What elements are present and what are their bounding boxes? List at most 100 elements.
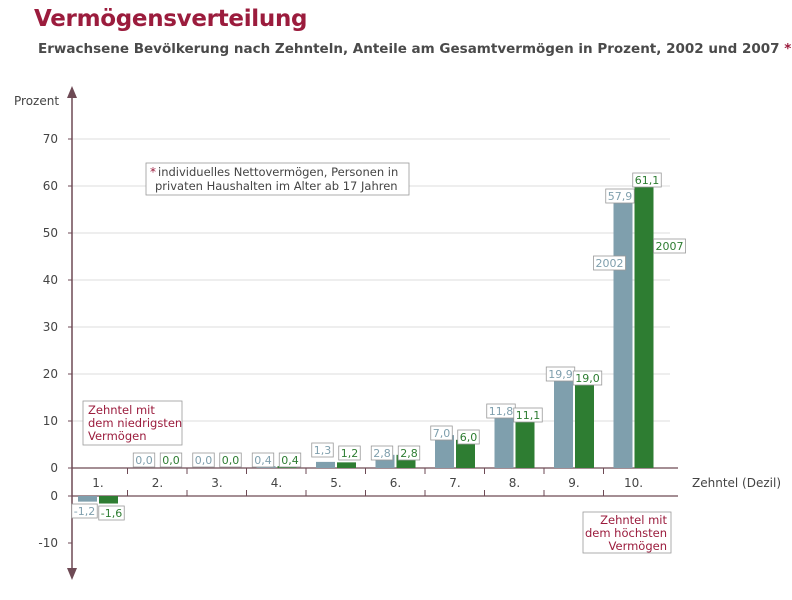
y-axis-arrow-up [67,86,77,98]
value-label-2002-group: 2,8 [370,445,394,461]
footnote-box [145,162,410,196]
x-tick-label: 10. [624,476,643,490]
value-label-2007: 6,0 [460,431,478,444]
value-label-2007: 0,4 [281,454,299,467]
value-label-2007-box [278,452,302,468]
value-label-2002: 0,0 [135,454,153,467]
value-label-2002: 0,4 [254,454,272,467]
value-label-2002-box [71,503,98,519]
y-tick-label: 60 [43,179,58,193]
value-label-2007-box [457,429,480,445]
footnote-star: * [150,165,156,179]
series-label-2002: 2002 [596,257,624,270]
value-label-2007-group: -1,6 [98,505,125,521]
value-label-2002-box [370,445,394,461]
x-tick-label: 4. [271,476,282,490]
value-label-2007: 0,0 [162,454,180,467]
value-label-2002: 0,0 [195,454,213,467]
y-tick-label: 20 [43,367,58,381]
x-tick-label: 1. [92,476,103,490]
lowest-decile-box [82,400,183,446]
bar-2007 [99,496,118,504]
x-tick-label: 9. [568,476,579,490]
series-label-2007: 2007 [656,240,684,253]
footnote-note: * individuelles Nettovermögen, Personen i… [145,162,410,196]
bar-2007 [456,439,475,468]
x-axis-label: Zehntel (Dezil) [692,476,781,490]
value-label-2002-group: 19,9 [545,366,576,382]
footnote-line: privaten Haushalten im Alter ab 17 Jahre… [155,179,398,193]
lowest-decile-line: Zehntel mit [88,403,155,417]
value-label-2002: 2,8 [373,447,391,460]
x-tick-label: 5. [330,476,341,490]
value-label-2007-group: 19,0 [572,370,603,386]
chart-subtitle-text: Erwachsene Bevölkerung nach Zehnteln, An… [38,41,780,57]
bar-2002 [78,496,97,502]
footnote-star: * [784,41,792,57]
highest-decile-line: Vermögen [609,539,667,553]
y-tick-label: 0 [50,489,58,503]
value-label-2002-group: 1,3 [311,442,334,458]
bar-2007 [634,180,654,468]
highest-decile-line: Zehntel mit [600,513,667,527]
value-label-2002-group: 7,0 [430,425,453,441]
y-axis-label: Prozent [14,94,59,108]
y-axis-arrow-down [67,568,77,580]
x-tick-label: 6. [390,476,401,490]
x-tick-label: 3. [211,476,222,490]
value-label-2007-box [513,407,543,423]
value-label-2002-group: 0,0 [192,452,215,468]
y-tick-label: 30 [43,320,58,334]
value-label-2007: 2,8 [400,447,418,460]
highest-decile-line: dem höchsten [585,526,667,540]
value-label-2002-box [430,425,453,441]
value-label-2007-box [632,172,662,188]
value-label-2002-group: 0,4 [251,452,275,468]
value-label-2007: 1,2 [341,447,359,460]
value-label-2002-group: -1,2 [71,503,98,519]
y-tick-label: 10 [43,414,58,428]
lowest-decile-line: dem niedrigsten [88,416,182,430]
value-label-2002-group: 57,9 [605,188,635,204]
value-label-2007-box [572,370,603,386]
bar-2002 [316,461,335,468]
y-tick-label: 40 [43,273,58,287]
value-label-2007-group: 0,0 [159,452,183,468]
series-label-2007-group: 2007 [653,238,686,254]
value-label-2002: 19,9 [548,368,573,381]
bar-2002 [613,195,633,468]
x-tick-label: 7. [449,476,460,490]
value-label-2007-group: 0,0 [219,452,242,468]
footnote-line: individuelles Nettovermögen, Personen in [158,165,398,179]
value-label-2002: -1,2 [74,505,95,518]
bar-2007 [575,378,594,468]
value-label-2007: 0,0 [222,454,240,467]
chart-subtitle: Erwachsene Bevölkerung nach Zehnteln, An… [38,41,791,57]
y-tick-label: 70 [43,132,58,146]
bar-2002 [435,435,454,468]
value-label-2007-group: 1,2 [338,445,361,461]
value-label-2007-box [397,445,421,461]
value-label-2002-box [192,452,215,468]
value-label-2002-group: 0,0 [132,452,156,468]
value-label-2007-box [338,445,361,461]
value-label-2007: 19,0 [575,372,600,385]
series-label-2007-box [653,238,686,254]
bar-2007 [337,462,356,468]
value-label-2007: 11,1 [516,409,541,422]
highest-decile-box [582,511,672,554]
x-tick-label: 8. [509,476,520,490]
value-label-2002-box [132,452,156,468]
x-tick-label: 2. [152,476,163,490]
value-label-2007-box [98,505,125,521]
value-label-2002: 57,9 [608,190,633,203]
value-label-2007-group: 61,1 [632,172,662,188]
value-label-2007-group: 2,8 [397,445,421,461]
y-tick-label: 0 [50,461,58,475]
y-tick-label: 50 [43,226,58,240]
value-label-2002-box [605,188,635,204]
series-label-2002-box [593,255,626,271]
value-label-2002: 11,8 [489,405,514,418]
